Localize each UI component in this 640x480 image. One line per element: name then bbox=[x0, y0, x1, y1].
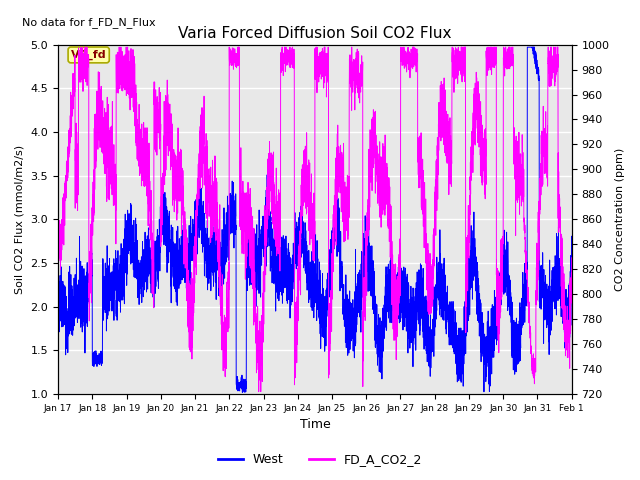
Text: VR_fd: VR_fd bbox=[71, 50, 106, 60]
Legend: West, FD_A_CO2_2: West, FD_A_CO2_2 bbox=[213, 448, 427, 471]
Y-axis label: Soil CO2 Flux (mmol/m2/s): Soil CO2 Flux (mmol/m2/s) bbox=[15, 145, 25, 294]
Y-axis label: CO2 Concentration (ppm): CO2 Concentration (ppm) bbox=[615, 148, 625, 291]
Text: No data for f_FD_N_Flux: No data for f_FD_N_Flux bbox=[22, 17, 156, 27]
Title: Varia Forced Diffusion Soil CO2 Flux: Varia Forced Diffusion Soil CO2 Flux bbox=[178, 25, 452, 41]
X-axis label: Time: Time bbox=[300, 419, 330, 432]
